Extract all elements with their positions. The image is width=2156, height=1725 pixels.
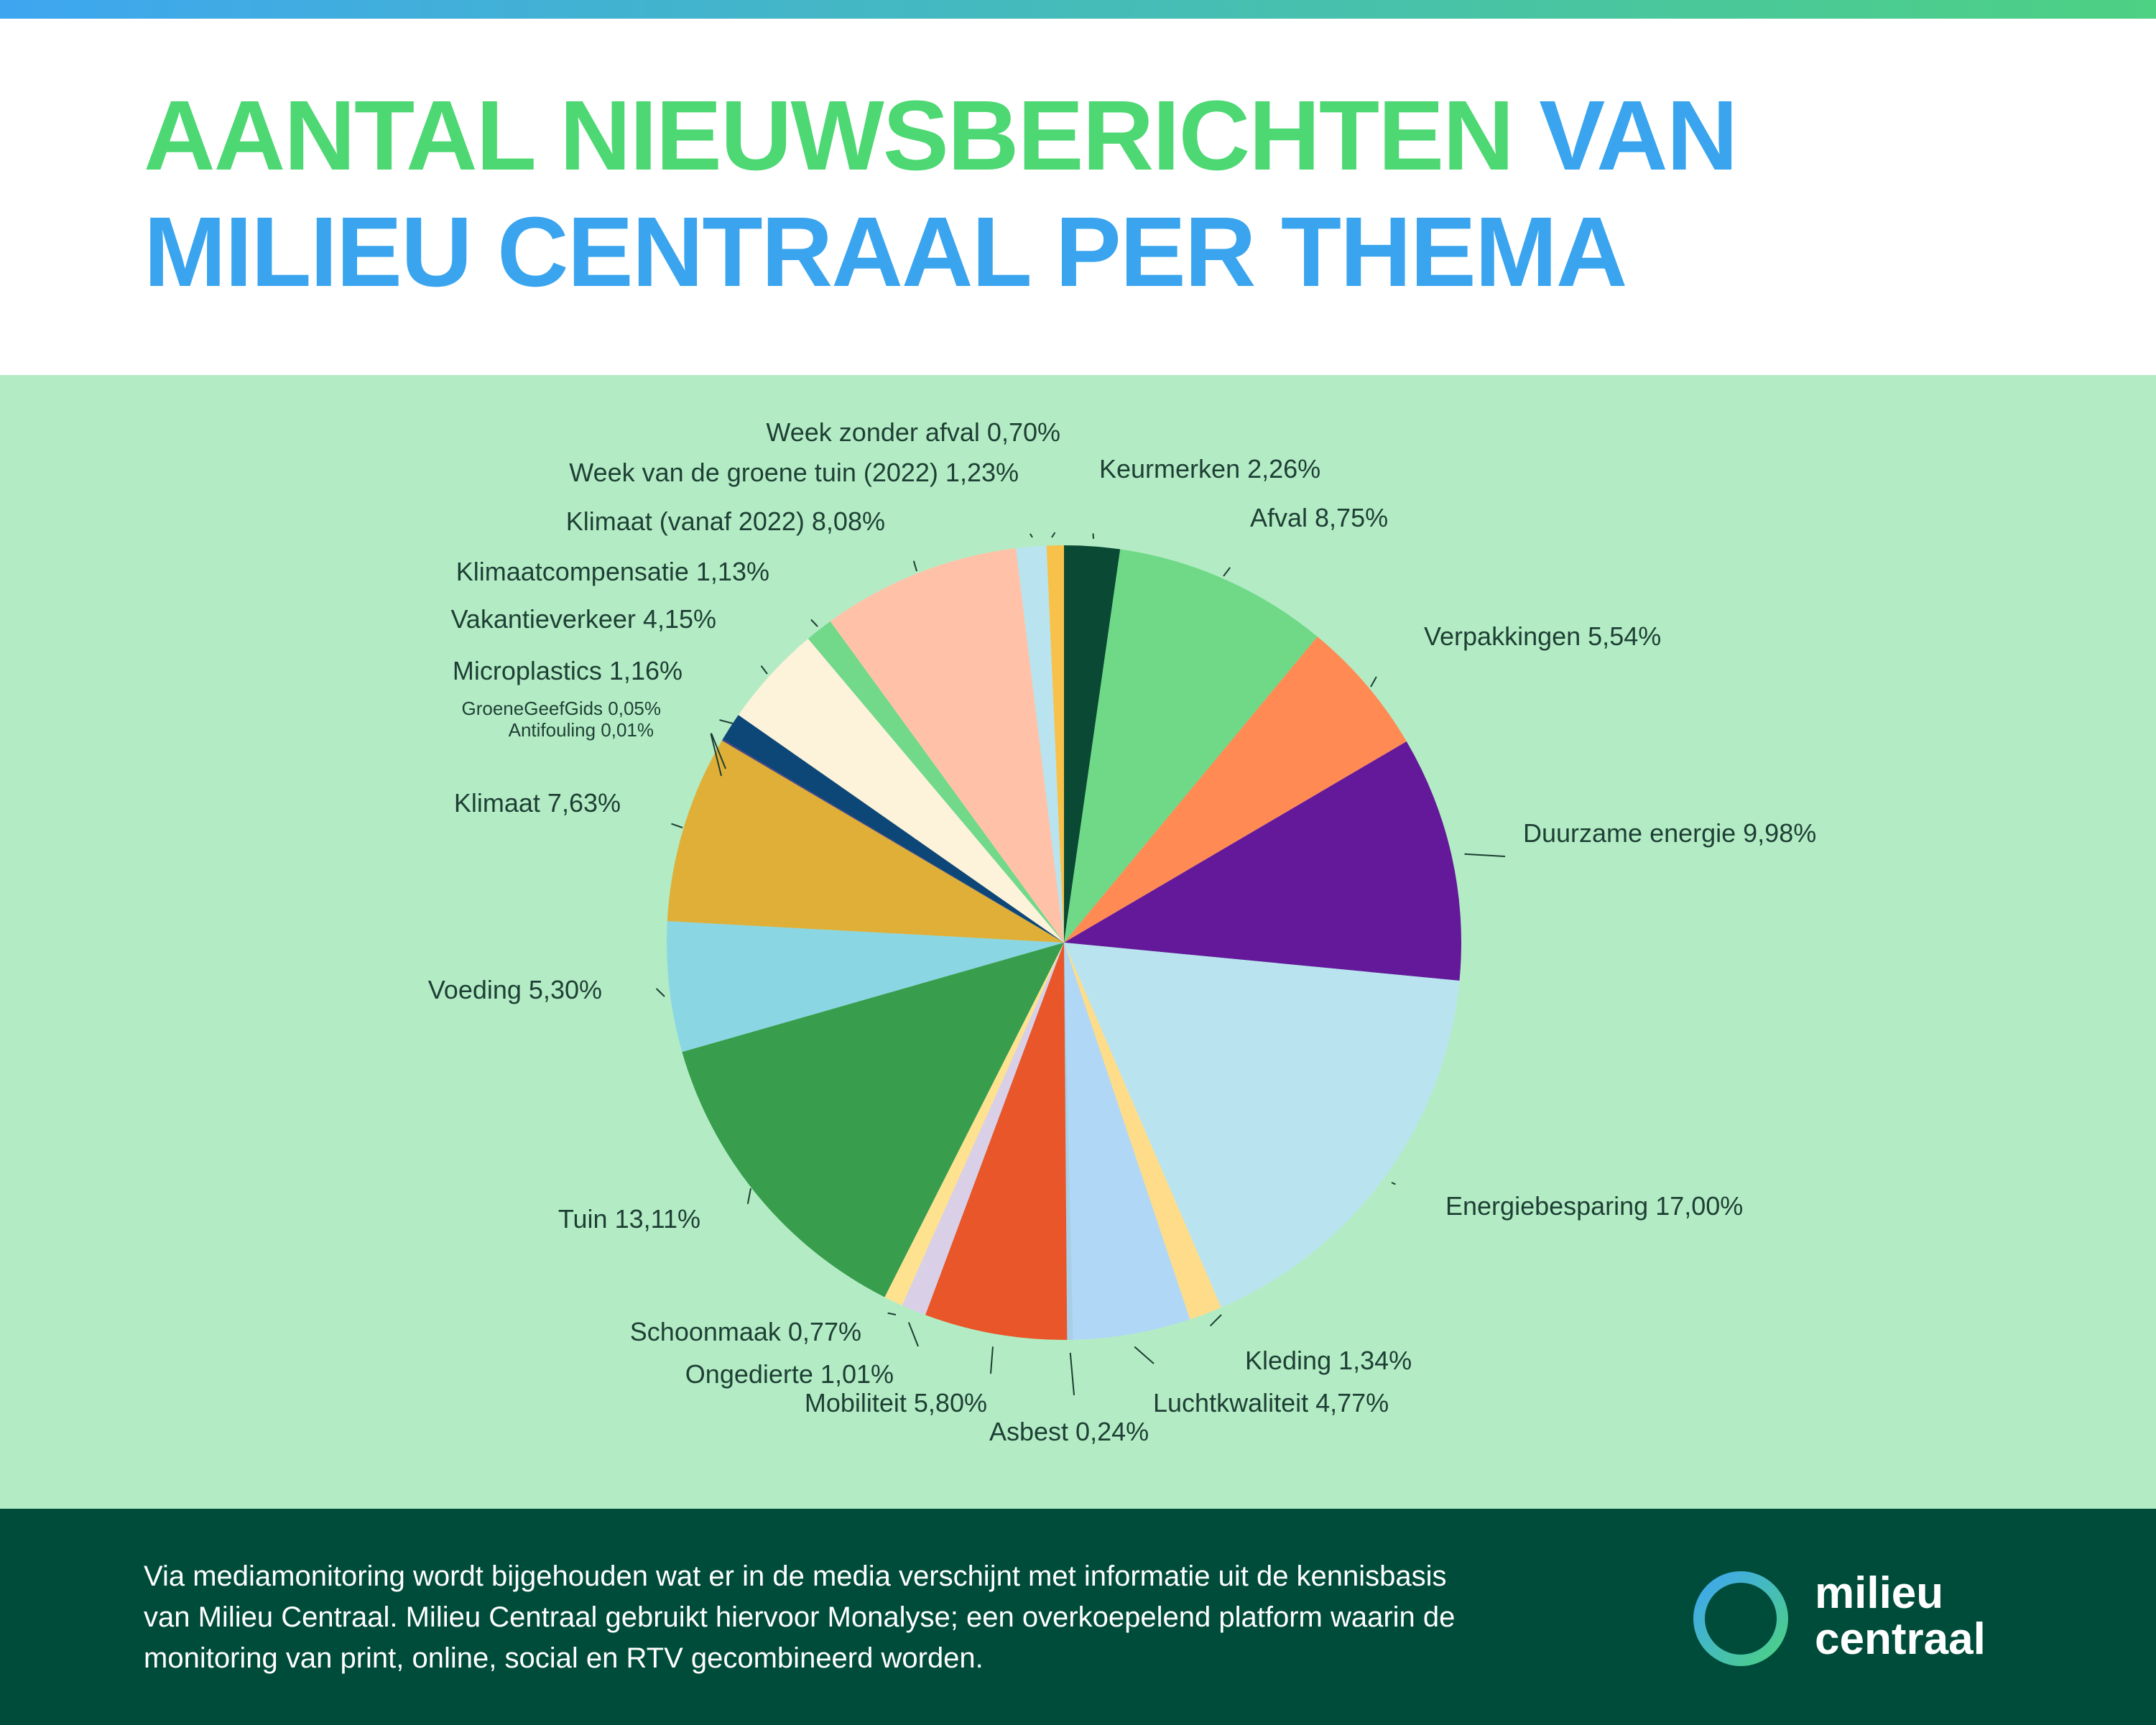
- slice-label: Energiebesparing 17,00%: [1445, 1191, 1743, 1221]
- pie-slice-klimaat-vanaf-2022: [830, 548, 1064, 943]
- pie-slice-schoonmaak: [884, 943, 1064, 1305]
- leader-line: [710, 734, 722, 777]
- logo-ring-icon: [1693, 1571, 1788, 1666]
- leader-line: [1134, 1346, 1155, 1364]
- slice-label: Microplastics 1,16%: [453, 656, 683, 685]
- leader-line: [711, 733, 726, 769]
- footer-description: Via mediamonitoring wordt bijgehouden wa…: [144, 1556, 1624, 1679]
- leader-line: [655, 988, 665, 997]
- slice-label: Ongedierte 1,01%: [685, 1359, 894, 1389]
- pie-slice-antifouling: [721, 740, 1064, 943]
- pie-slice-kleding: [1064, 943, 1221, 1320]
- slice-label: Duurzame energie 9,98%: [1523, 818, 1816, 848]
- leader-line: [1370, 676, 1377, 688]
- footer-text-line3: monitoring van print, online, social en …: [144, 1642, 984, 1674]
- footer-text-line1: Via mediamonitoring wordt bijgehouden wa…: [144, 1560, 1447, 1592]
- slice-label: Tuin 13,11%: [558, 1204, 700, 1234]
- footer-text-line2: van Milieu Centraal. Milieu Centraal geb…: [144, 1601, 1456, 1633]
- pie-slice-voeding: [666, 921, 1064, 1053]
- pie-slice-week-zonder-afval: [1046, 545, 1064, 943]
- slice-label: Verpakkingen 5,54%: [1424, 621, 1661, 651]
- pie-slices: [666, 545, 1462, 1340]
- leader-line: [1051, 532, 1056, 538]
- logo-word-milieu: milieu: [1815, 1568, 1944, 1618]
- pie-slice-keurmerken: [1064, 545, 1121, 943]
- slice-label: Vakantieverkeer 4,15%: [450, 604, 716, 634]
- slice-labels: Keurmerken 2,26% Afval 8,75% Verpakkingen …: [428, 417, 1816, 1446]
- pie-slice-verpakkingen: [1064, 637, 1407, 943]
- chart-area: Keurmerken 2,26% Afval 8,75% Verpakkingen …: [0, 375, 2156, 1509]
- logo-word-centraal: centraal: [1815, 1614, 1986, 1664]
- pie-slice-asbest: [1064, 943, 1073, 1340]
- slice-label: Antifouling 0,01%: [509, 719, 654, 741]
- footer: Via mediamonitoring wordt bijgehouden wa…: [0, 1509, 2156, 1725]
- pie-slice-energiebesparing: [1064, 943, 1460, 1308]
- leader-line: [746, 1188, 751, 1204]
- pie-slice-duurzame-energie: [1064, 741, 1462, 981]
- pie-slice-vakantieverkeer: [738, 639, 1064, 943]
- brand-logo: milieu centraal: [1688, 1566, 2033, 1674]
- pie-chart: Keurmerken 2,26% Afval 8,75% Verpakkingen …: [428, 417, 1816, 1446]
- logo-wordmark: milieu centraal: [1815, 1571, 1986, 1662]
- slice-label: Klimaat 7,63%: [454, 788, 621, 818]
- slice-label: Kleding 1,34%: [1245, 1346, 1412, 1375]
- slice-label: Week zonder afval 0,70%: [766, 417, 1060, 447]
- leader-line: [760, 665, 768, 675]
- leader-line: [1030, 533, 1033, 538]
- leader-line: [1223, 567, 1231, 577]
- slice-label: Schoonmaak 0,77%: [630, 1317, 861, 1346]
- pie-slice-tuin: [682, 943, 1064, 1298]
- pie-slice-ongedierte: [902, 943, 1064, 1315]
- leader-line: [907, 1322, 919, 1347]
- slice-label: Week van de groene tuin (2022) 1,23%: [569, 458, 1019, 487]
- leader-line: [887, 1312, 897, 1315]
- leader-line: [990, 1346, 994, 1374]
- pie-slice-luchtkwaliteit: [1064, 943, 1190, 1340]
- leader-line: [1209, 1314, 1222, 1327]
- pie-slice-klimaat: [667, 740, 1064, 943]
- pie-slice-klimaatcompensatie: [808, 621, 1064, 943]
- slice-label: Asbest 0,24%: [989, 1417, 1149, 1446]
- leader-line: [1069, 1352, 1075, 1396]
- pie-slice-groenegeefgids: [722, 739, 1064, 943]
- title-line2: MILIEU CENTRAAL PER THEMA: [144, 197, 1627, 307]
- slice-label: Afval 8,75%: [1250, 503, 1388, 532]
- slice-label: Klimaatcompensatie 1,13%: [456, 557, 769, 586]
- leader-line: [671, 823, 683, 828]
- slice-label: Klimaat (vanaf 2022) 8,08%: [566, 507, 885, 536]
- pie-slice-microplastics: [722, 715, 1064, 943]
- slice-label: GroeneGeefGids 0,05%: [462, 698, 662, 719]
- top-gradient-bar: [0, 0, 2156, 19]
- leader-line: [1391, 1182, 1396, 1185]
- pie-slice-mobiliteit: [925, 943, 1068, 1340]
- title-part1: AANTAL NIEUWSBERICHTEN: [144, 80, 1514, 191]
- leader-line: [912, 560, 917, 572]
- slice-label: Luchtkwaliteit 4,77%: [1153, 1388, 1389, 1418]
- leader-lines: [655, 532, 1506, 1396]
- pie-slice-week-van-de-groene-tuin-2022: [1016, 545, 1064, 943]
- slice-label: Mobiliteit 5,80%: [805, 1388, 987, 1418]
- title-part2: VAN: [1539, 80, 1738, 191]
- leader-line: [1464, 853, 1506, 857]
- page-title: AANTAL NIEUWSBERICHTEN VAN MILIEU CENTRA…: [144, 78, 1738, 310]
- leader-line: [810, 619, 818, 627]
- slice-label: Voeding 5,30%: [428, 975, 602, 1004]
- leader-line: [1092, 533, 1094, 540]
- slice-label: Keurmerken 2,26%: [1099, 454, 1320, 484]
- leader-line: [719, 719, 734, 724]
- pie-slice-afval: [1064, 549, 1318, 943]
